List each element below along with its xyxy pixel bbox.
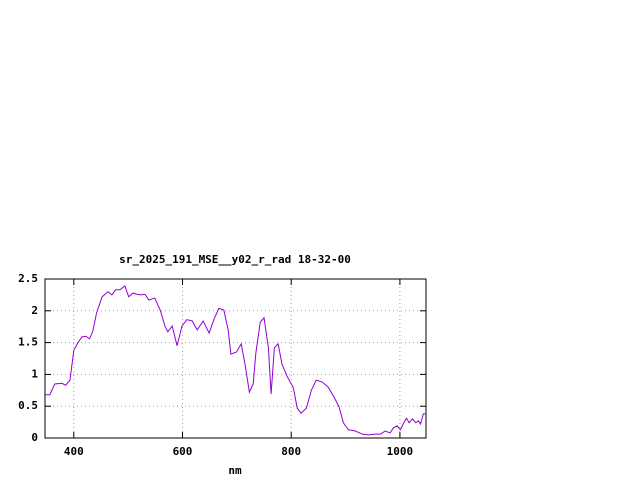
- plot-border: [44, 278, 427, 439]
- x-tick-label: 800: [281, 445, 301, 458]
- data-line: [45, 285, 426, 436]
- y-tick-label: 1.5: [18, 336, 38, 349]
- x-tick-label: 400: [64, 445, 84, 458]
- y-tick-label: 2.5: [18, 272, 38, 285]
- chart-title: sr_2025_191_MSE__y02_r_rad 18-32-00: [119, 253, 351, 266]
- y-tick-label: 2: [31, 304, 38, 317]
- y-tick-label: 0: [31, 431, 38, 444]
- x-tick-label: 600: [173, 445, 193, 458]
- x-axis-label: nm: [228, 464, 242, 477]
- y-tick-label: 1: [31, 367, 38, 380]
- y-tick-label: 0.5: [18, 399, 38, 412]
- x-tick-label: 1000: [387, 445, 414, 458]
